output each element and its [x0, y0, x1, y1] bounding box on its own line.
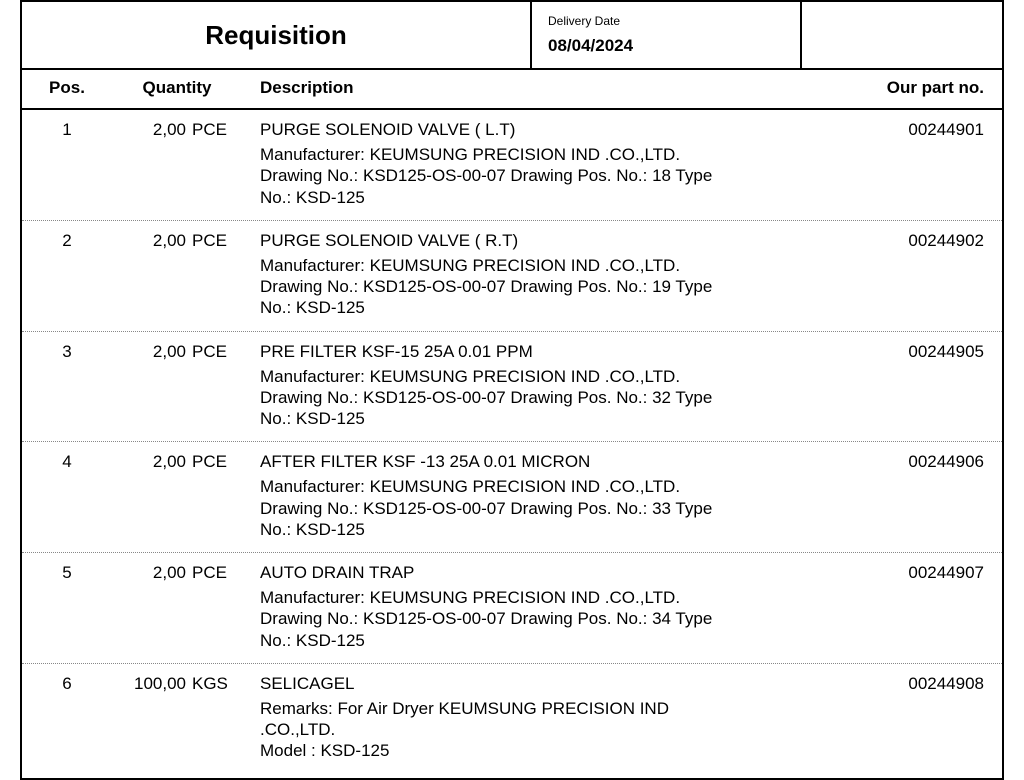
item-details: Manufacturer: KEUMSUNG PRECISION IND .CO…: [260, 587, 740, 651]
item-pos: 2: [32, 231, 102, 251]
item-part: 00244907: [822, 563, 992, 583]
item-details: Manufacturer: KEUMSUNG PRECISION IND .CO…: [260, 255, 740, 319]
item-details: Manufacturer: KEUMSUNG PRECISION IND .CO…: [260, 476, 740, 540]
items-list: 12,00PCEPURGE SOLENOID VALVE ( L.T)00244…: [22, 110, 1002, 774]
item-unit: PCE: [192, 452, 252, 472]
item-qty: 2,00: [102, 452, 192, 472]
item-desc: PRE FILTER KSF-15 25A 0.01 PPM: [252, 342, 822, 362]
table-row: 42,00PCEAFTER FILTER KSF -13 25A 0.01 MI…: [22, 442, 1002, 553]
item-pos: 3: [32, 342, 102, 362]
header-spacer-cell: [802, 2, 1002, 68]
item-part: 00244902: [822, 231, 992, 251]
column-header-pos: Pos.: [32, 78, 102, 98]
document-header-row: Requisition Delivery Date 08/04/2024: [22, 0, 1002, 70]
table-header-row: Pos. Quantity Description Our part no.: [22, 70, 1002, 110]
item-part: 00244906: [822, 452, 992, 472]
item-unit: PCE: [192, 120, 252, 140]
item-desc: AUTO DRAIN TRAP: [252, 563, 822, 583]
table-row: 32,00PCEPRE FILTER KSF-15 25A 0.01 PPM00…: [22, 332, 1002, 443]
table-row: 12,00PCEPURGE SOLENOID VALVE ( L.T)00244…: [22, 110, 1002, 221]
item-pos: 1: [32, 120, 102, 140]
item-details: Manufacturer: KEUMSUNG PRECISION IND .CO…: [260, 366, 740, 430]
item-unit: KGS: [192, 674, 252, 694]
item-top-line: 52,00PCEAUTO DRAIN TRAP00244907: [32, 563, 992, 583]
item-qty: 2,00: [102, 342, 192, 362]
item-desc: SELICAGEL: [252, 674, 822, 694]
item-pos: 4: [32, 452, 102, 472]
title-cell: Requisition: [22, 2, 532, 68]
item-qty: 2,00: [102, 120, 192, 140]
table-row: 52,00PCEAUTO DRAIN TRAP00244907 Manufactu…: [22, 553, 1002, 664]
item-unit: PCE: [192, 342, 252, 362]
delivery-date-value: 08/04/2024: [548, 36, 784, 56]
item-details: Remarks: For Air Dryer KEUMSUNG PRECISIO…: [260, 698, 740, 762]
item-desc: PURGE SOLENOID VALVE ( L.T): [252, 120, 822, 140]
item-qty: 100,00: [102, 674, 192, 694]
item-part: 00244908: [822, 674, 992, 694]
item-desc: PURGE SOLENOID VALVE ( R.T): [252, 231, 822, 251]
item-unit: PCE: [192, 563, 252, 583]
delivery-cell: Delivery Date 08/04/2024: [532, 2, 802, 68]
item-pos: 6: [32, 674, 102, 694]
document-title: Requisition: [205, 20, 347, 51]
requisition-document: Requisition Delivery Date 08/04/2024 Pos…: [20, 0, 1004, 780]
delivery-date-label: Delivery Date: [548, 14, 784, 28]
column-header-part: Our part no.: [822, 78, 992, 98]
item-details: Manufacturer: KEUMSUNG PRECISION IND .CO…: [260, 144, 740, 208]
item-top-line: 42,00PCEAFTER FILTER KSF -13 25A 0.01 MI…: [32, 452, 992, 472]
item-pos: 5: [32, 563, 102, 583]
column-header-qty: Quantity: [102, 78, 252, 98]
item-part: 00244901: [822, 120, 992, 140]
item-qty: 2,00: [102, 231, 192, 251]
column-header-desc: Description: [252, 78, 822, 98]
item-unit: PCE: [192, 231, 252, 251]
item-part: 00244905: [822, 342, 992, 362]
item-top-line: 22,00PCEPURGE SOLENOID VALVE ( R.T)00244…: [32, 231, 992, 251]
item-top-line: 6100,00KGSSELICAGEL00244908: [32, 674, 992, 694]
item-top-line: 32,00PCEPRE FILTER KSF-15 25A 0.01 PPM00…: [32, 342, 992, 362]
table-row: 22,00PCEPURGE SOLENOID VALVE ( R.T)00244…: [22, 221, 1002, 332]
item-qty: 2,00: [102, 563, 192, 583]
table-row: 6100,00KGSSELICAGEL00244908 Remarks: For …: [22, 664, 1002, 774]
item-desc: AFTER FILTER KSF -13 25A 0.01 MICRON: [252, 452, 822, 472]
item-top-line: 12,00PCEPURGE SOLENOID VALVE ( L.T)00244…: [32, 120, 992, 140]
